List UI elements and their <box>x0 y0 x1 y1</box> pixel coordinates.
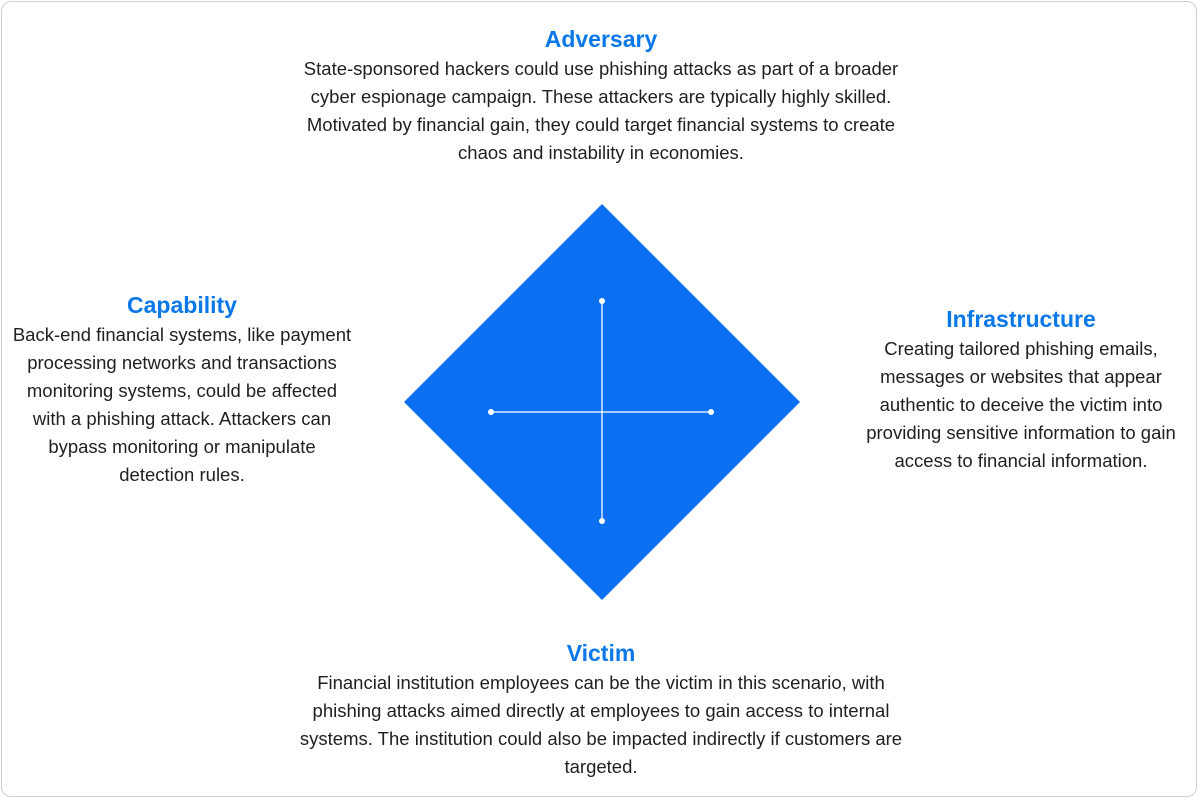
infrastructure-section: Infrastructure Creating tailored phishin… <box>847 305 1195 475</box>
capability-section: Capability Back-end financial systems, l… <box>12 291 352 489</box>
infrastructure-node <box>708 409 714 415</box>
infrastructure-description: Creating tailored phishing emails, messa… <box>866 338 1176 471</box>
victim-section: Victim Financial institution employees c… <box>282 639 920 781</box>
victim-node <box>599 518 605 524</box>
adversary-title: Adversary <box>544 26 658 52</box>
capability-node <box>488 409 494 415</box>
victim-title: Victim <box>566 640 636 666</box>
infrastructure-title: Infrastructure <box>946 306 1096 332</box>
diamond-model-graphic <box>404 204 800 600</box>
capability-title: Capability <box>127 292 237 318</box>
capability-description: Back-end financial systems, like payment… <box>12 324 352 485</box>
adversary-section: Adversary State-sponsored hackers could … <box>282 25 920 167</box>
adversary-node <box>599 298 605 304</box>
adversary-description: State-sponsored hackers could use phishi… <box>303 58 899 163</box>
victim-description: Financial institution employees can be t… <box>299 672 903 777</box>
